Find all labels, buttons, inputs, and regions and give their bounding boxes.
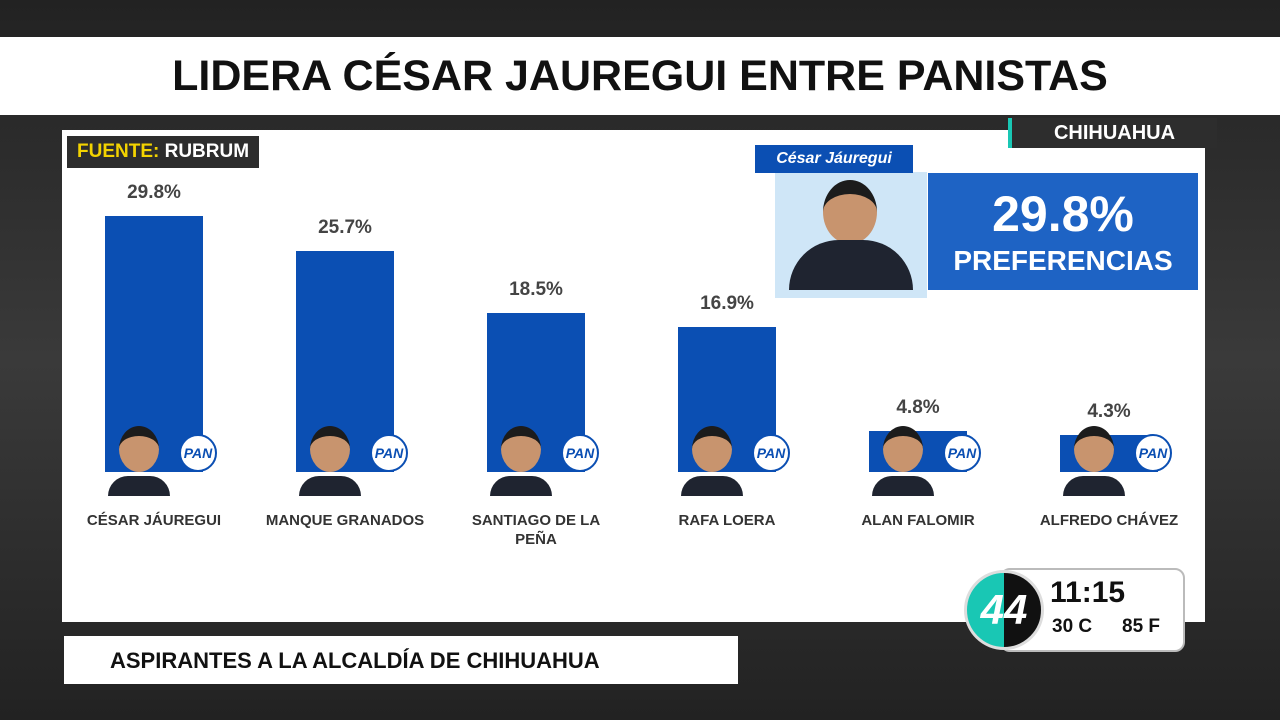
candidate-body <box>108 476 170 496</box>
candidate-body <box>490 476 552 496</box>
candidate-head <box>310 426 350 472</box>
value-label: 18.5% <box>509 278 563 300</box>
category-label: ALAN FALOMIR <box>861 512 975 529</box>
region-tag: CHIHUAHUA <box>1008 118 1217 148</box>
photo-body <box>789 240 913 290</box>
value-label: 4.3% <box>1087 401 1131 423</box>
category-label: RAFA LOERA <box>678 512 776 529</box>
party-logo: PAN <box>752 434 790 472</box>
temp-c: 30 C <box>1052 616 1093 637</box>
channel-logo: 44 <box>964 570 1044 650</box>
candidate-body <box>299 476 361 496</box>
candidate-head <box>692 426 732 472</box>
candidate-body <box>872 476 934 496</box>
candidate-body <box>681 476 743 496</box>
highlight-caption: PREFERENCIAS <box>953 245 1173 276</box>
category-label: MANQUE GRANADOS <box>265 512 425 529</box>
category-label: ALFREDO CHÁVEZ <box>1039 512 1179 529</box>
value-label: 29.8% <box>127 181 181 203</box>
party-logo: PAN <box>1134 434 1172 472</box>
clock-time: 11:15 <box>1050 576 1126 609</box>
value-label: 4.8% <box>896 396 940 418</box>
headline: LIDERA CÉSAR JAUREGUI ENTRE PANISTAS <box>0 37 1280 115</box>
highlight-value: 29.8% <box>992 186 1134 242</box>
candidate-head <box>501 426 541 472</box>
source-name: RUBRUM <box>164 141 250 162</box>
candidate-head <box>1074 426 1114 472</box>
party-logo: PAN <box>179 434 217 472</box>
photo-head <box>823 180 877 244</box>
candidate-head <box>883 426 923 472</box>
highlight-photo <box>775 172 927 298</box>
source-tag: FUENTE: RUBRUM <box>67 136 260 168</box>
highlight-name: César Jáuregui <box>755 145 913 173</box>
party-logo: PAN <box>561 434 599 472</box>
value-label: 25.7% <box>318 216 372 238</box>
highlight-box: 29.8% PREFERENCIAS <box>928 173 1198 290</box>
category-label: CÉSAR JÁUREGUI <box>86 512 222 529</box>
category-label: SANTIAGO DE LA PEÑA <box>471 512 601 548</box>
source-label: FUENTE: <box>77 141 160 162</box>
candidate-body <box>1063 476 1125 496</box>
party-logo: PAN <box>370 434 408 472</box>
temp-f: 85 F <box>1122 616 1161 637</box>
candidate-head <box>119 426 159 472</box>
lower-third: ASPIRANTES A LA ALCALDÍA DE CHIHUAHUA <box>64 636 738 684</box>
value-label: 16.9% <box>700 292 754 314</box>
bar <box>105 215 203 472</box>
party-logo: PAN <box>943 434 981 472</box>
